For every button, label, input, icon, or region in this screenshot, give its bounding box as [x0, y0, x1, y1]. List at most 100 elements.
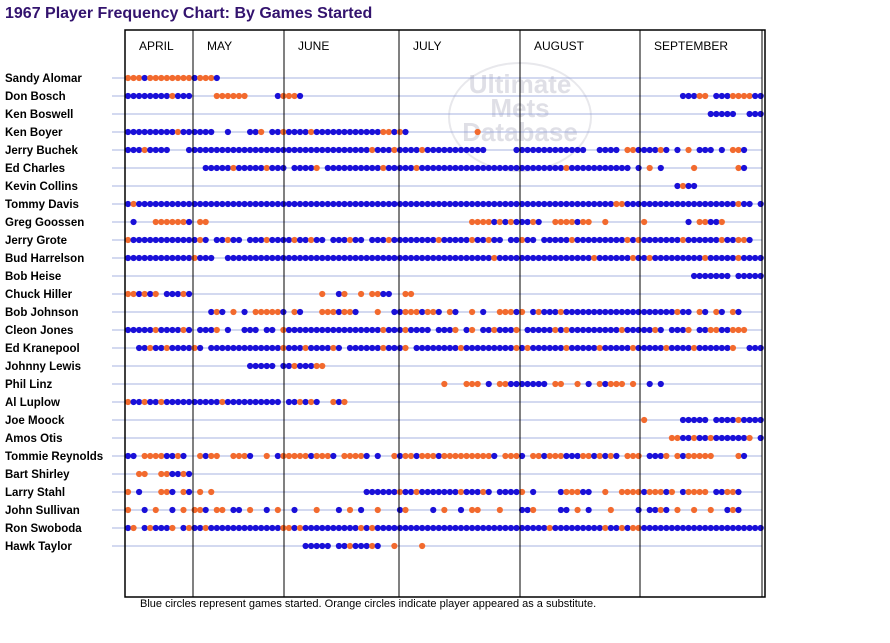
- start-dot: [641, 200, 648, 208]
- start-dot: [352, 200, 359, 208]
- start-dot: [202, 506, 209, 514]
- substitute-dot: [224, 236, 231, 244]
- start-dot: [235, 164, 243, 172]
- start-dot: [247, 236, 254, 244]
- substitute-dot: [724, 488, 731, 496]
- start-dot: [596, 164, 603, 172]
- start-dot: [629, 200, 637, 208]
- substitute-dot: [163, 470, 170, 478]
- substitute-dot: [141, 470, 148, 478]
- start-dot: [285, 254, 293, 262]
- start-dot: [485, 344, 492, 352]
- start-dot: [679, 416, 687, 424]
- start-dot: [346, 524, 354, 532]
- start-dot: [208, 254, 215, 262]
- substitute-dot: [380, 128, 387, 136]
- start-dot: [402, 236, 409, 244]
- substitute-dot: [613, 380, 620, 388]
- start-dot: [718, 488, 725, 496]
- start-dot: [174, 326, 182, 334]
- player-name: Ken Boyer: [5, 127, 63, 139]
- start-dot: [202, 146, 209, 154]
- start-dot: [641, 344, 648, 352]
- substitute-dot: [502, 452, 509, 460]
- substitute-dot: [141, 398, 148, 406]
- start-dot: [596, 200, 603, 208]
- start-dot: [185, 254, 193, 262]
- start-dot: [618, 344, 626, 352]
- start-dot: [169, 326, 176, 334]
- start-dot: [324, 542, 331, 550]
- substitute-dot: [441, 380, 448, 388]
- substitute-dot: [485, 452, 492, 460]
- start-dot: [402, 128, 409, 136]
- start-dot: [668, 524, 676, 532]
- substitute-dot: [729, 146, 737, 154]
- substitute-dot: [319, 308, 326, 316]
- start-dot: [352, 308, 359, 316]
- substitute-dot: [646, 488, 653, 496]
- substitute-dot: [124, 398, 132, 406]
- start-dot: [702, 434, 709, 442]
- start-dot: [324, 128, 331, 136]
- substitute-dot: [735, 236, 742, 244]
- player-name: Bob Heise: [5, 271, 61, 283]
- start-dot: [224, 200, 231, 208]
- start-dot: [335, 398, 342, 406]
- start-dot: [169, 488, 176, 496]
- substitute-dot: [557, 452, 565, 460]
- start-dot: [463, 164, 470, 172]
- start-dot: [757, 344, 764, 352]
- start-dot: [407, 200, 415, 208]
- substitute-dot: [568, 236, 576, 244]
- start-dot: [269, 344, 276, 352]
- start-dot: [213, 236, 220, 244]
- start-dot: [485, 164, 492, 172]
- start-dot: [197, 398, 204, 406]
- start-dot: [185, 488, 193, 496]
- start-dot: [374, 488, 381, 496]
- start-dot: [657, 164, 664, 172]
- start-dot: [541, 146, 548, 154]
- start-dot: [557, 236, 565, 244]
- substitute-dot: [641, 416, 648, 424]
- substitute-dot: [169, 524, 176, 532]
- substitute-dot: [152, 290, 159, 298]
- start-dot: [280, 200, 287, 208]
- start-dot: [724, 272, 731, 280]
- start-dot: [568, 146, 576, 154]
- substitute-dot: [341, 398, 348, 406]
- start-dot: [696, 416, 703, 424]
- substitute-dot: [591, 254, 598, 262]
- substitute-dot: [174, 218, 182, 226]
- start-dot: [191, 524, 198, 532]
- start-dot: [391, 200, 398, 208]
- start-dot: [641, 254, 648, 262]
- start-dot: [163, 524, 170, 532]
- start-dot: [141, 326, 148, 334]
- start-dot: [446, 200, 453, 208]
- substitute-dot: [235, 452, 243, 460]
- start-dot: [685, 254, 692, 262]
- start-dot: [757, 524, 764, 532]
- start-dot: [358, 200, 365, 208]
- substitute-dot: [413, 488, 420, 496]
- start-dot: [646, 380, 653, 388]
- substitute-dot: [169, 74, 176, 82]
- start-dot: [535, 218, 542, 226]
- start-dot: [352, 236, 359, 244]
- start-dot: [480, 236, 487, 244]
- start-dot: [713, 272, 720, 280]
- substitute-dot: [535, 452, 542, 460]
- start-dot: [585, 236, 592, 244]
- start-dot: [629, 326, 637, 334]
- substitute-dot: [208, 488, 215, 496]
- substitute-dot: [391, 542, 398, 550]
- start-dot: [224, 344, 231, 352]
- start-dot: [457, 200, 465, 208]
- start-dot: [180, 344, 187, 352]
- substitute-dot: [230, 92, 237, 100]
- start-dot: [657, 380, 664, 388]
- start-dot: [691, 272, 698, 280]
- start-dot: [435, 524, 442, 532]
